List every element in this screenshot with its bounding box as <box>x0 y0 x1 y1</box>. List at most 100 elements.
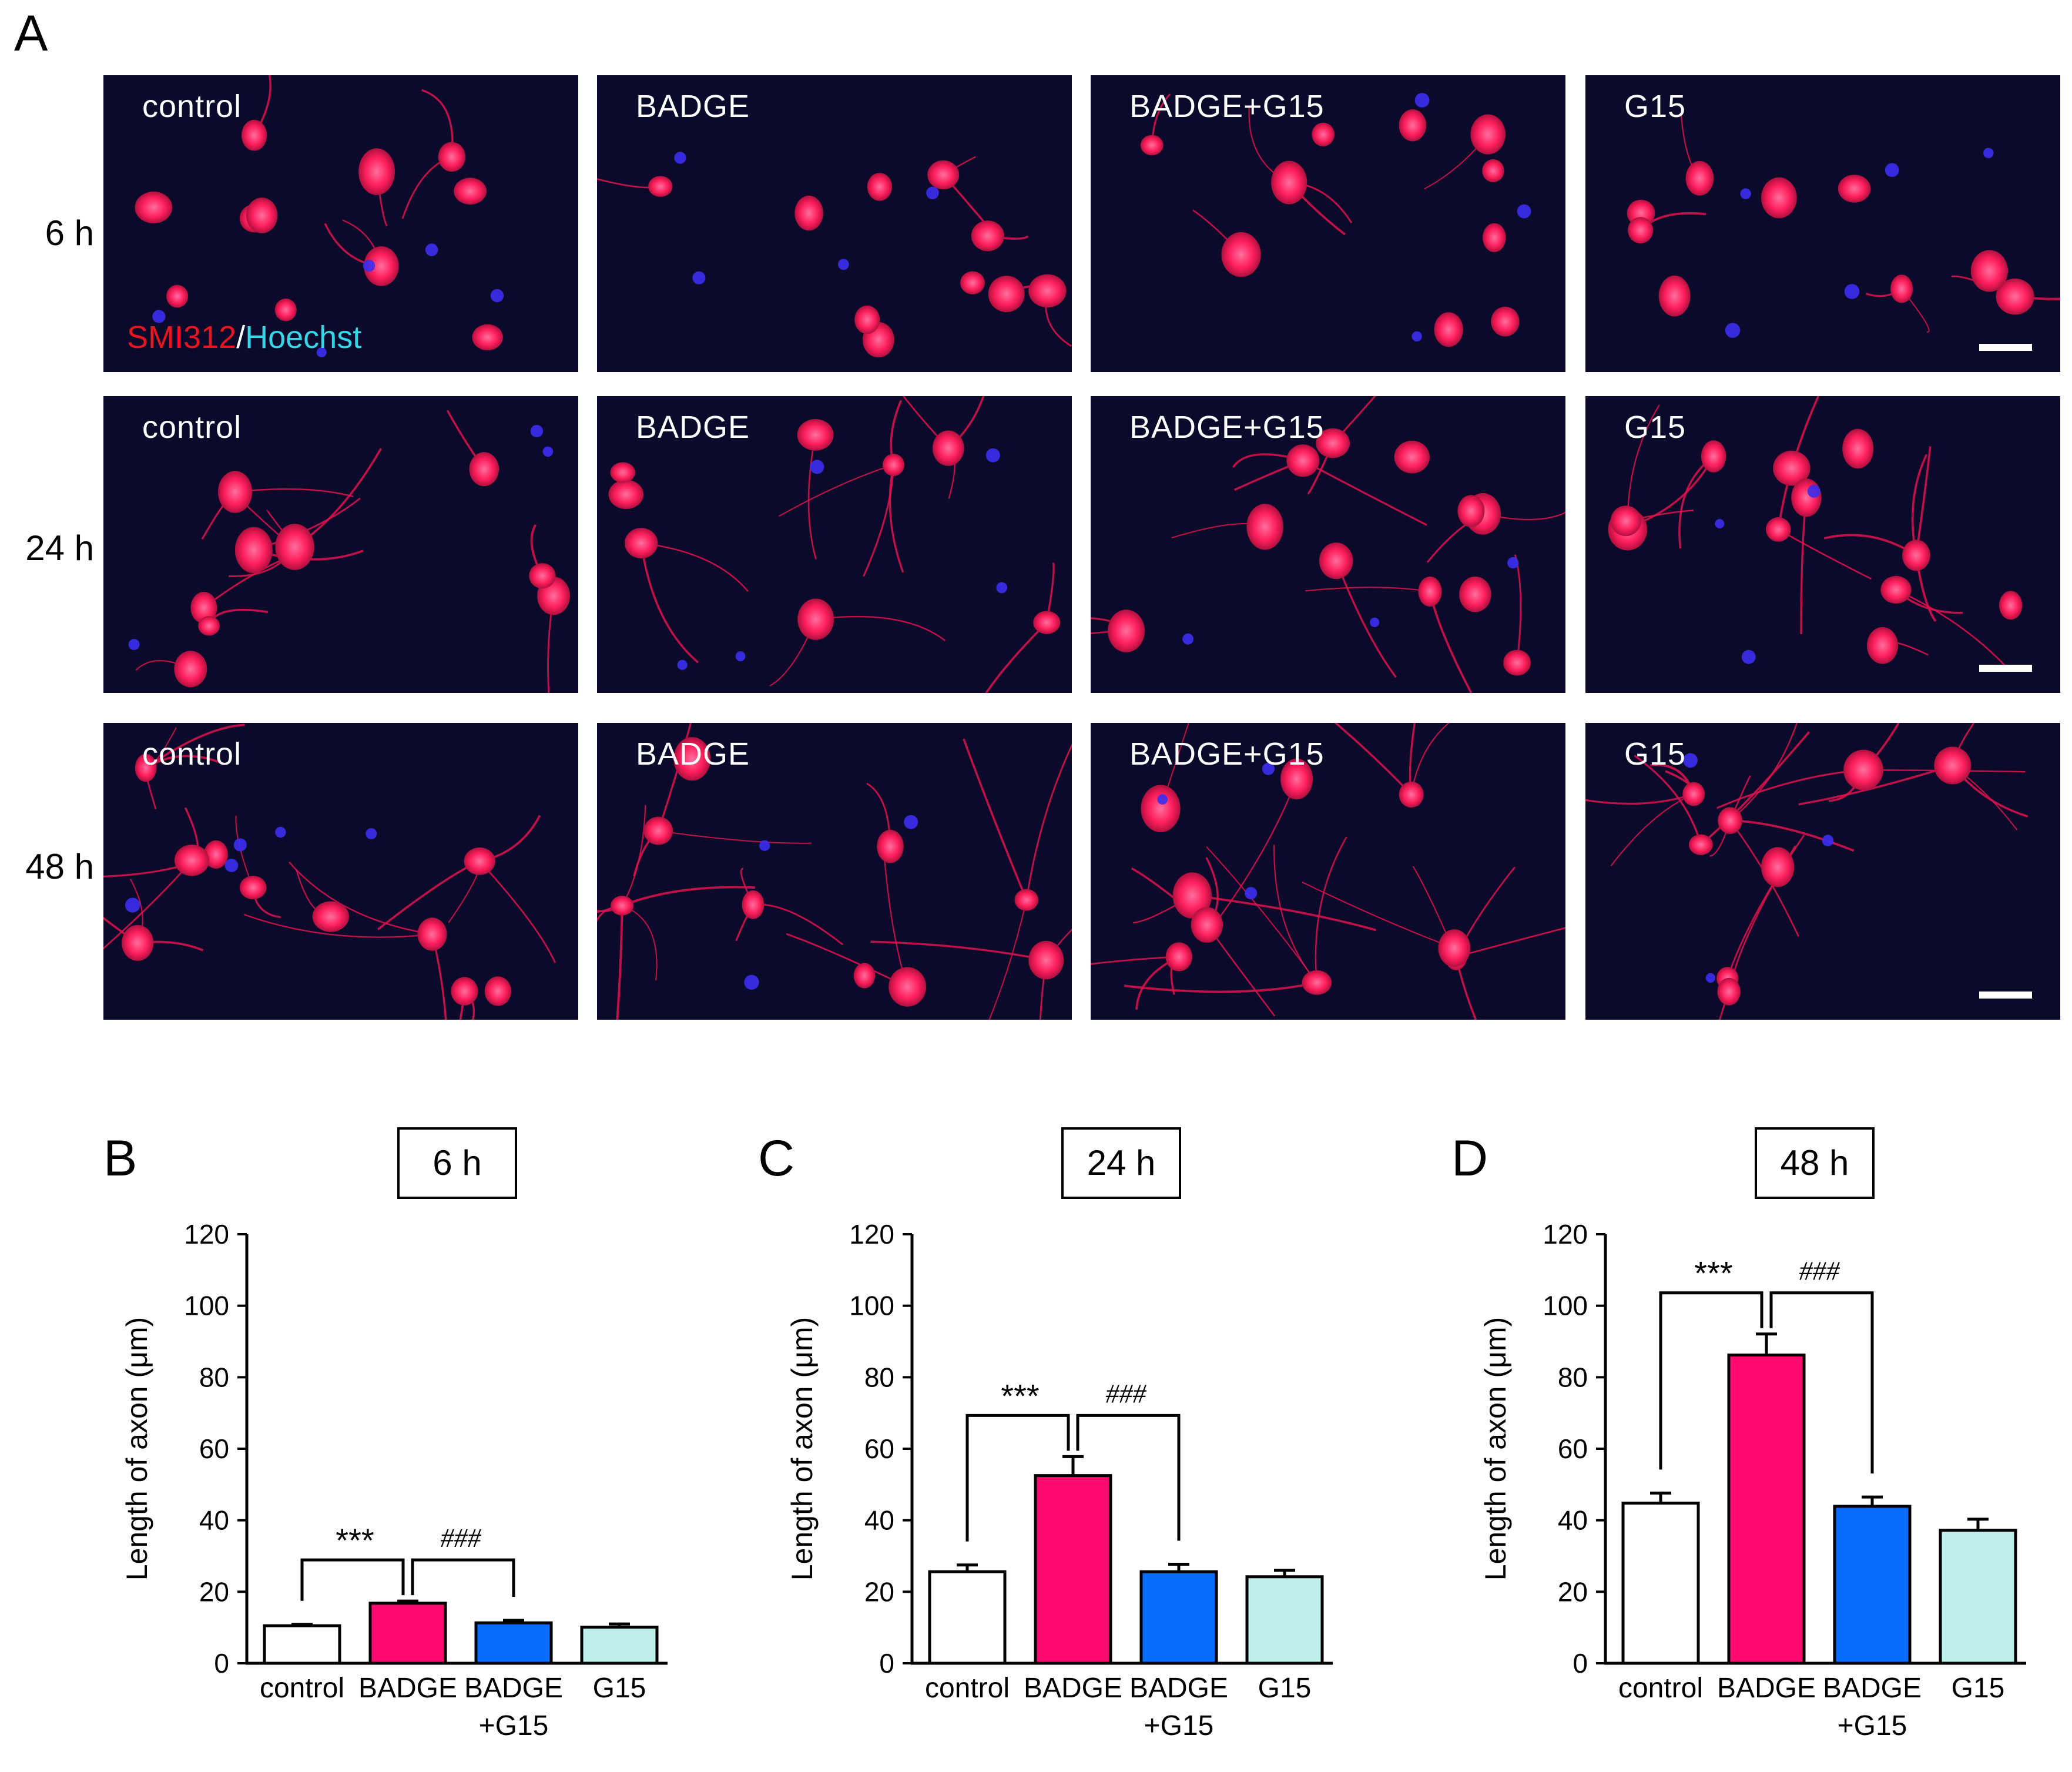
row-label-24h: 24 h <box>25 528 94 568</box>
micrograph-label: BADGE+G15 <box>1129 410 1325 445</box>
y-tick-label: 20 <box>199 1576 229 1607</box>
micrograph-label: control <box>142 89 242 124</box>
x-tick-label: G15 <box>1258 1673 1312 1704</box>
y-tick-label: 0 <box>1573 1648 1588 1679</box>
neuron-cell <box>1766 517 1791 542</box>
nucleus <box>677 659 688 670</box>
nucleus <box>1725 323 1741 338</box>
neurite <box>1729 723 1798 822</box>
nucleus <box>1414 93 1430 108</box>
neurite <box>1455 956 1477 1020</box>
neuron-cell <box>135 753 157 782</box>
significance-label: *** <box>1694 1255 1732 1292</box>
micrograph-label: G15 <box>1624 736 1687 772</box>
micrograph-image <box>103 723 556 1020</box>
neuron-cell <box>451 977 478 1006</box>
micrograph: G15 <box>1585 75 2060 372</box>
x-tick-label: G15 <box>593 1673 646 1704</box>
neurite <box>1302 881 1455 949</box>
nucleus <box>425 243 438 256</box>
significance-label: ### <box>1799 1256 1840 1286</box>
nucleus <box>926 186 939 200</box>
significance-label: *** <box>336 1522 374 1559</box>
neurite <box>1334 723 1412 796</box>
neuron-cell <box>312 901 349 932</box>
neuron-cell <box>1319 542 1353 579</box>
neuron-cell <box>472 324 503 350</box>
bar <box>368 1602 447 1665</box>
x-tick-label: BADGE <box>1823 1673 1922 1704</box>
stain-hoechst: Hoechst <box>245 320 362 355</box>
neurite <box>1716 769 1864 809</box>
panel-letter-c: C <box>758 1130 795 1187</box>
nucleus <box>366 828 377 839</box>
neuron-cell <box>1246 504 1283 550</box>
neuron-cell <box>1701 440 1726 473</box>
micrograph-image <box>128 410 571 693</box>
micrograph-image <box>1140 93 1531 347</box>
neuron-cell <box>234 527 273 574</box>
neurite <box>786 933 908 988</box>
x-tick-label: G15 <box>1952 1673 2005 1704</box>
chart-svg: 0 20 40 60 80 100 120 Length of axon (μm) contro… <box>786 1219 1333 1741</box>
neuron-cell <box>960 271 985 294</box>
y-tick-label: 80 <box>199 1362 229 1392</box>
neurite <box>1273 845 1317 983</box>
nucleus <box>1885 163 1899 177</box>
nucleus <box>1245 887 1258 900</box>
neurite <box>1514 554 1522 663</box>
neurite <box>1039 960 1047 1020</box>
panel-letter-a: A <box>14 5 48 62</box>
x-tick-label: control <box>260 1673 344 1704</box>
neuron-cell <box>1108 609 1145 652</box>
neuron-cell <box>854 305 880 334</box>
micrograph: BADGE+G15 <box>1091 75 1565 372</box>
x-tick-label: +G15 <box>1838 1710 1907 1741</box>
neuron-cell <box>1890 274 1913 303</box>
neurite <box>1456 927 1565 958</box>
neurite <box>1192 894 1376 932</box>
neuron-cell <box>867 173 893 201</box>
neuron-cell <box>1999 591 2023 620</box>
x-tick-label: BADGE <box>1024 1673 1122 1704</box>
neuron-cell <box>198 616 220 636</box>
nucleus <box>904 815 918 829</box>
nucleus <box>1517 204 1531 219</box>
bar-chart-6h: 0 20 40 60 80 100 120 Length of axon (μm) contro… <box>118 1211 682 1772</box>
neuron-cell <box>438 142 466 172</box>
neurite <box>1718 991 1730 1020</box>
micrograph: control SMI312/Hoechst <box>103 75 578 372</box>
significance-bracket-g15 <box>1076 1413 1181 1541</box>
stain-legend: SMI312/Hoechst <box>127 319 361 356</box>
neuron-cell <box>882 454 905 476</box>
nucleus <box>128 639 140 651</box>
neuron-cell <box>1682 782 1705 806</box>
micrograph-image <box>1091 723 1565 1020</box>
neuron-cell <box>1491 306 1520 337</box>
neurite <box>1410 723 1450 795</box>
neuron-cell <box>1503 649 1531 676</box>
y-tick-label: 120 <box>184 1219 229 1250</box>
neuron-cell <box>1761 847 1795 887</box>
neuron-cell <box>1791 478 1822 517</box>
nucleus <box>1411 331 1422 342</box>
row-label-6h: 6 h <box>45 213 94 253</box>
nucleus <box>810 460 824 474</box>
scale-bar <box>1979 344 2032 351</box>
bar <box>1939 1529 2017 1665</box>
neuron-cell <box>1434 312 1463 347</box>
neuron-cell <box>218 471 253 513</box>
bar <box>263 1624 341 1665</box>
y-tick-label: 40 <box>1558 1505 1588 1536</box>
neuron-cell <box>364 246 399 286</box>
micrograph: G15 <box>1585 723 2060 1020</box>
neuron-cell <box>853 963 876 989</box>
neurite <box>597 905 623 913</box>
neuron-cell <box>648 176 673 197</box>
y-axis-label: Length of axon (μm) <box>786 1317 819 1581</box>
y-tick-label: 80 <box>1558 1362 1588 1392</box>
neuron-cell <box>1141 785 1181 833</box>
y-tick-label: 100 <box>184 1291 229 1321</box>
neuron-cell <box>1394 440 1430 474</box>
